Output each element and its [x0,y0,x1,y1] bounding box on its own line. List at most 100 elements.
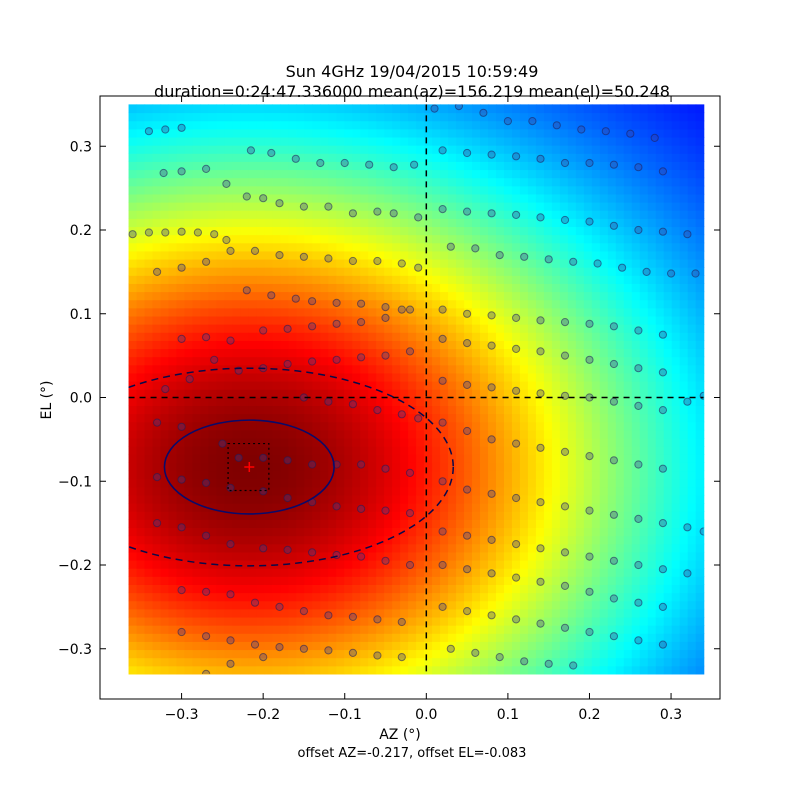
heatmap-cell [400,478,409,488]
heatmap-cell [312,657,321,667]
heatmap-cell [296,559,305,569]
heatmap-cell [152,592,162,602]
heatmap-cell [256,486,265,496]
heatmap-cell [136,389,146,398]
heatmap-cell [352,258,361,268]
heatmap-cell [368,340,377,350]
heatmap-cell [160,242,170,252]
heatmap-cell [599,250,609,260]
heatmap-cell [208,389,218,398]
heatmap-cell [368,242,377,252]
heatmap-cell [480,177,489,187]
heatmap-cell [424,559,433,569]
heatmap-cell [551,543,561,553]
heatmap-cell [543,226,553,236]
heatmap-cell [687,600,697,610]
heatmap-cell [200,633,210,642]
heatmap-cell [352,389,361,398]
heatmap-cell [336,210,345,219]
heatmap-cell [567,202,577,211]
heatmap-cell [288,527,297,537]
heatmap-cell [328,136,337,146]
heatmap-cell [296,364,305,374]
heatmap-cell [392,258,401,268]
heatmap-cell [607,429,617,439]
heatmap-cell [575,177,585,187]
heatmap-cell [519,145,529,154]
heatmap-cell [312,608,321,618]
heatmap-cell [176,364,186,374]
heatmap-cell [535,283,545,293]
heatmap-cell [663,145,673,154]
heatmap-cell [480,478,489,488]
heatmap-cell [551,210,561,219]
heatmap-cell [575,633,585,642]
heatmap-cell [312,161,321,171]
heatmap-cell [232,616,241,626]
heatmap-cell [543,250,553,260]
heatmap-cell [272,437,281,447]
heatmap-cell [639,600,649,610]
heatmap-cell [288,226,297,236]
heatmap-cell [480,559,489,569]
heatmap-cell [615,543,625,553]
heatmap-cell [647,641,657,651]
heatmap-cell [168,625,178,634]
heatmap-cell [551,315,561,325]
heatmap-cell [208,145,218,154]
heatmap-cell [464,136,473,146]
heatmap-cell [408,250,417,260]
heatmap-cell [384,600,393,610]
heatmap-cell [456,527,465,537]
heatmap-cell [360,527,369,537]
heatmap-cell [687,340,697,350]
heatmap-cell [168,405,178,415]
heatmap-cell [671,380,681,390]
heatmap-cell [368,169,377,179]
heatmap-cell [344,136,353,146]
heatmap-cell [559,315,569,325]
heatmap-cell [551,283,561,293]
heatmap-cell [591,454,601,463]
heatmap-cell [655,185,665,195]
heatmap-cell [527,405,537,415]
heatmap-cell [304,234,313,244]
heatmap-cell [264,193,273,203]
heatmap-cell [304,332,313,341]
heatmap-cell [392,128,401,138]
heatmap-cell [440,503,449,512]
heatmap-cell [384,145,393,154]
heatmap-cell [535,559,545,569]
heatmap-cell [639,592,649,602]
heatmap-cell [336,665,345,675]
heatmap-cell [496,324,505,333]
heatmap-cell [304,551,313,561]
heatmap-cell [551,389,561,398]
heatmap-cell [344,324,353,333]
heatmap-cell [336,275,345,284]
heatmap-cell [168,356,178,366]
heatmap-cell [144,494,154,504]
heatmap-cell [352,616,361,626]
heatmap-cell [480,405,489,415]
heatmap-cell [384,299,393,309]
heatmap-cell [655,503,665,512]
heatmap-cell [511,169,521,179]
heatmap-cell [567,307,577,317]
heatmap-cell [256,519,265,529]
heatmap-cell [631,437,641,447]
heatmap-cell [416,380,425,390]
heatmap-cell [607,267,617,276]
heatmap-cell [160,568,170,577]
heatmap-cell [496,608,505,618]
heatmap-cell [440,145,449,154]
heatmap-cell [152,234,162,244]
heatmap-cell [607,234,617,244]
heatmap-cell [200,299,210,309]
heatmap-cell [336,568,345,577]
heatmap-cell [176,348,186,358]
heatmap-cell [408,397,417,406]
heatmap-cell [424,462,433,472]
heatmap-cell [192,193,202,203]
heatmap-cell [440,226,449,236]
